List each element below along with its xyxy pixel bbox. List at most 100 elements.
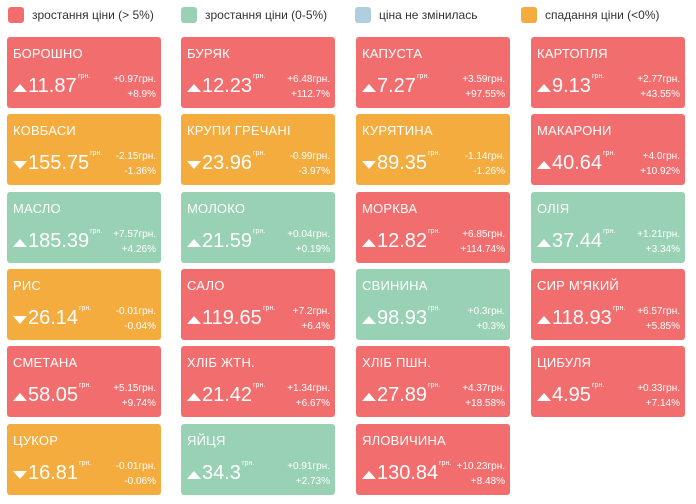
price-unit: грн. (253, 150, 266, 157)
price-value: 40.64 (552, 152, 603, 174)
price-tile[interactable]: МАКАРОНИ 40.64 грн. +4.0грн. +10.92% (531, 114, 685, 185)
price-tile[interactable]: МАСЛО 185.39 грн. +7.57грн. +4.26% (7, 192, 161, 263)
price-unit: грн. (90, 228, 103, 235)
arrow-down-icon (187, 161, 201, 169)
product-name: СИР М'ЯКИЙ (537, 278, 619, 293)
price-value: 34.3 (202, 462, 241, 484)
price-tile[interactable]: МОЛОКО 21.59 грн. +0.04грн. +0.19% (181, 192, 335, 263)
price-value: 7.27 (377, 75, 416, 97)
price-value: 21.59 (202, 230, 253, 252)
price-unit: грн. (79, 305, 92, 312)
price-change-percent: +6.67% (295, 398, 330, 409)
price-unit: грн. (242, 460, 255, 467)
price-change-absolute: -1.14грн. (464, 151, 505, 162)
price-tile[interactable]: ХЛІБ ПШН. 27.89 грн. +4.37грн. +18.58% (356, 346, 510, 417)
price-tile[interactable]: КОВБАСИ 155.75 грн. -2.15грн. -1.36% (7, 114, 161, 185)
product-name: ХЛІБ ЖТН. (187, 355, 255, 370)
price-tile[interactable]: БОРОШНО 11.87 грн. +0.97грн. +8.9% (7, 37, 161, 108)
product-name: МАКАРОНИ (537, 123, 612, 138)
price-change-absolute: +6.48грн. (287, 74, 330, 85)
price-change-percent: +3.34% (645, 244, 680, 255)
price-change-absolute: +0.3грн. (467, 306, 505, 317)
price-change-percent: -0.06% (124, 476, 156, 487)
price-change-percent: -1.26% (473, 166, 505, 177)
price-tile[interactable]: ЯЛОВИЧИНА 130.84 грн. +10.23грн. +8.48% (356, 424, 510, 495)
arrow-up-icon (537, 84, 551, 92)
price-change-percent: +9.74% (121, 398, 156, 409)
product-name: БОРОШНО (13, 46, 83, 61)
price-tile[interactable]: СИР М'ЯКИЙ 118.93 грн. +6.57грн. +5.85% (531, 269, 685, 340)
price-change-percent: +4.26% (121, 244, 156, 255)
product-name: КАПУСТА (362, 46, 423, 61)
arrow-up-icon (13, 239, 27, 247)
price-tile[interactable]: ХЛІБ ЖТН. 21.42 грн. +1.34грн. +6.67% (181, 346, 335, 417)
price-change-percent: +18.58% (465, 398, 505, 409)
arrow-up-icon (537, 239, 551, 247)
price-tile[interactable]: КРУПИ ГРЕЧАНІ 23.96 грн. -0.99грн. -3.97% (181, 114, 335, 185)
arrow-up-icon (362, 316, 376, 324)
price-tile[interactable]: МОРКВА 12.82 грн. +6.85грн. +114.74% (356, 192, 510, 263)
price-unit: грн. (603, 150, 616, 157)
price-value: 58.05 (28, 384, 79, 406)
price-change-percent: +97.55% (465, 89, 505, 100)
product-name: ЦУКОР (13, 433, 59, 448)
price-value: 23.96 (202, 152, 253, 174)
legend-swatch (181, 7, 197, 23)
arrow-down-icon (13, 471, 27, 479)
price-value: 155.75 (28, 152, 90, 174)
legend-swatch (355, 7, 371, 23)
price-value: 185.39 (28, 230, 90, 252)
price-change-absolute: +3.59грн. (462, 74, 505, 85)
price-tile[interactable]: ЦУКОР 16.81 грн. -0.01грн. -0.06% (7, 424, 161, 495)
arrow-up-icon (362, 471, 376, 479)
price-value: 12.23 (202, 75, 253, 97)
price-tile[interactable]: ЦИБУЛЯ 4.95 грн. +0.33грн. +7.14% (531, 346, 685, 417)
legend-label: зростання ціни (0-5%) (205, 8, 328, 22)
product-name: СВИНИНА (362, 278, 428, 293)
price-tile[interactable]: РИС 26.14 грн. -0.01грн. -0.04% (7, 269, 161, 340)
price-change-absolute: +6.85грн. (462, 229, 505, 240)
price-unit: грн. (90, 150, 103, 157)
arrow-up-icon (187, 316, 201, 324)
price-value: 27.89 (377, 384, 428, 406)
price-unit: грн. (613, 305, 626, 312)
price-unit: грн. (78, 73, 91, 80)
price-change-absolute: +1.34грн. (287, 383, 330, 394)
arrow-down-icon (13, 316, 27, 324)
price-unit: грн. (428, 305, 441, 312)
arrow-up-icon (13, 393, 27, 401)
price-tile[interactable]: ОЛІЯ 37.44 грн. +1.21грн. +3.34% (531, 192, 685, 263)
legend-item-rise-over-5: зростання ціни (> 5%) (8, 6, 154, 24)
price-change-percent: -0.04% (124, 321, 156, 332)
price-unit: грн. (439, 460, 452, 467)
price-tile[interactable]: СВИНИНА 98.93 грн. +0.3грн. +0.3% (356, 269, 510, 340)
price-tile[interactable]: СМЕТАНА 58.05 грн. +5.15грн. +9.74% (7, 346, 161, 417)
price-change-percent: -1.36% (124, 166, 156, 177)
price-tile[interactable]: КАРТОПЛЯ 9.13 грн. +2.77грн. +43.55% (531, 37, 685, 108)
product-name: КУРЯТИНА (362, 123, 433, 138)
price-tile[interactable]: ЯЙЦЯ 34.3 грн. +0.91грн. +2.73% (181, 424, 335, 495)
price-change-absolute: -0.01грн. (115, 461, 156, 472)
price-unit: грн. (592, 73, 605, 80)
product-name: ЯЙЦЯ (187, 433, 226, 448)
price-tile[interactable]: САЛО 119.65 грн. +7.2грн. +6.4% (181, 269, 335, 340)
product-name: КАРТОПЛЯ (537, 46, 608, 61)
price-unit: грн. (79, 460, 92, 467)
arrow-up-icon (537, 161, 551, 169)
price-tile[interactable]: БУРЯК 12.23 грн. +6.48грн. +112.7% (181, 37, 335, 108)
price-value: 4.95 (552, 384, 591, 406)
arrow-up-icon (362, 84, 376, 92)
price-change-percent: +8.9% (127, 89, 156, 100)
price-value: 12.82 (377, 230, 428, 252)
price-tile[interactable]: КУРЯТИНА 89.35 грн. -1.14грн. -1.26% (356, 114, 510, 185)
price-change-percent: +6.4% (301, 321, 330, 332)
price-unit: грн. (417, 73, 430, 80)
arrow-up-icon (187, 239, 201, 247)
price-change-percent: +7.14% (645, 398, 680, 409)
price-unit: грн. (428, 228, 441, 235)
price-tile[interactable]: КАПУСТА 7.27 грн. +3.59грн. +97.55% (356, 37, 510, 108)
price-change-absolute: +0.91грн. (287, 461, 330, 472)
arrow-up-icon (187, 84, 201, 92)
product-name: ЯЛОВИЧИНА (362, 433, 446, 448)
price-change-absolute: -2.15грн. (115, 151, 156, 162)
